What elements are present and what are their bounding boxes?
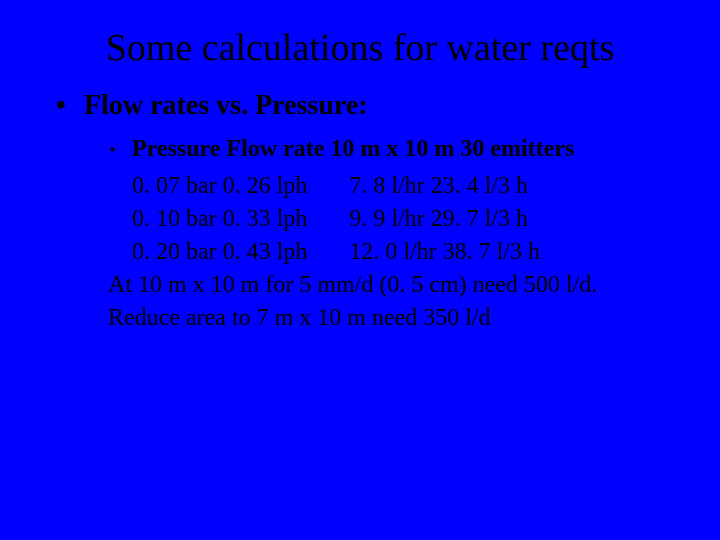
data-row: 0. 20 bar 0. 43 lph 12. 0 l/hr 38. 7 l/3… bbox=[132, 239, 690, 266]
data-row: 0. 07 bar 0. 26 lph 7. 8 l/hr 23. 4 l/3 … bbox=[132, 173, 690, 200]
bullet-marker: · bbox=[108, 137, 132, 163]
body-text: Reduce area to 7 m x 10 m need 350 l/d bbox=[108, 305, 690, 332]
data-row: 0. 10 bar 0. 33 lph 9. 9 l/hr 29. 7 l/3 … bbox=[132, 206, 690, 233]
bullet-text: Pressure Flow rate 10 m x 10 m 30 emitte… bbox=[132, 136, 574, 163]
bullet-level-1: • Flow rates vs. Pressure: bbox=[56, 90, 690, 122]
slide: Some calculations for water reqts • Flow… bbox=[0, 0, 720, 540]
bullet-marker: • bbox=[56, 90, 84, 122]
slide-title: Some calculations for water reqts bbox=[30, 26, 690, 70]
bullet-text: Flow rates vs. Pressure: bbox=[84, 90, 368, 122]
body-text: At 10 m x 10 m for 5 mm/d (0. 5 cm) need… bbox=[108, 272, 690, 299]
bullet-level-2: · Pressure Flow rate 10 m x 10 m 30 emit… bbox=[108, 136, 690, 163]
